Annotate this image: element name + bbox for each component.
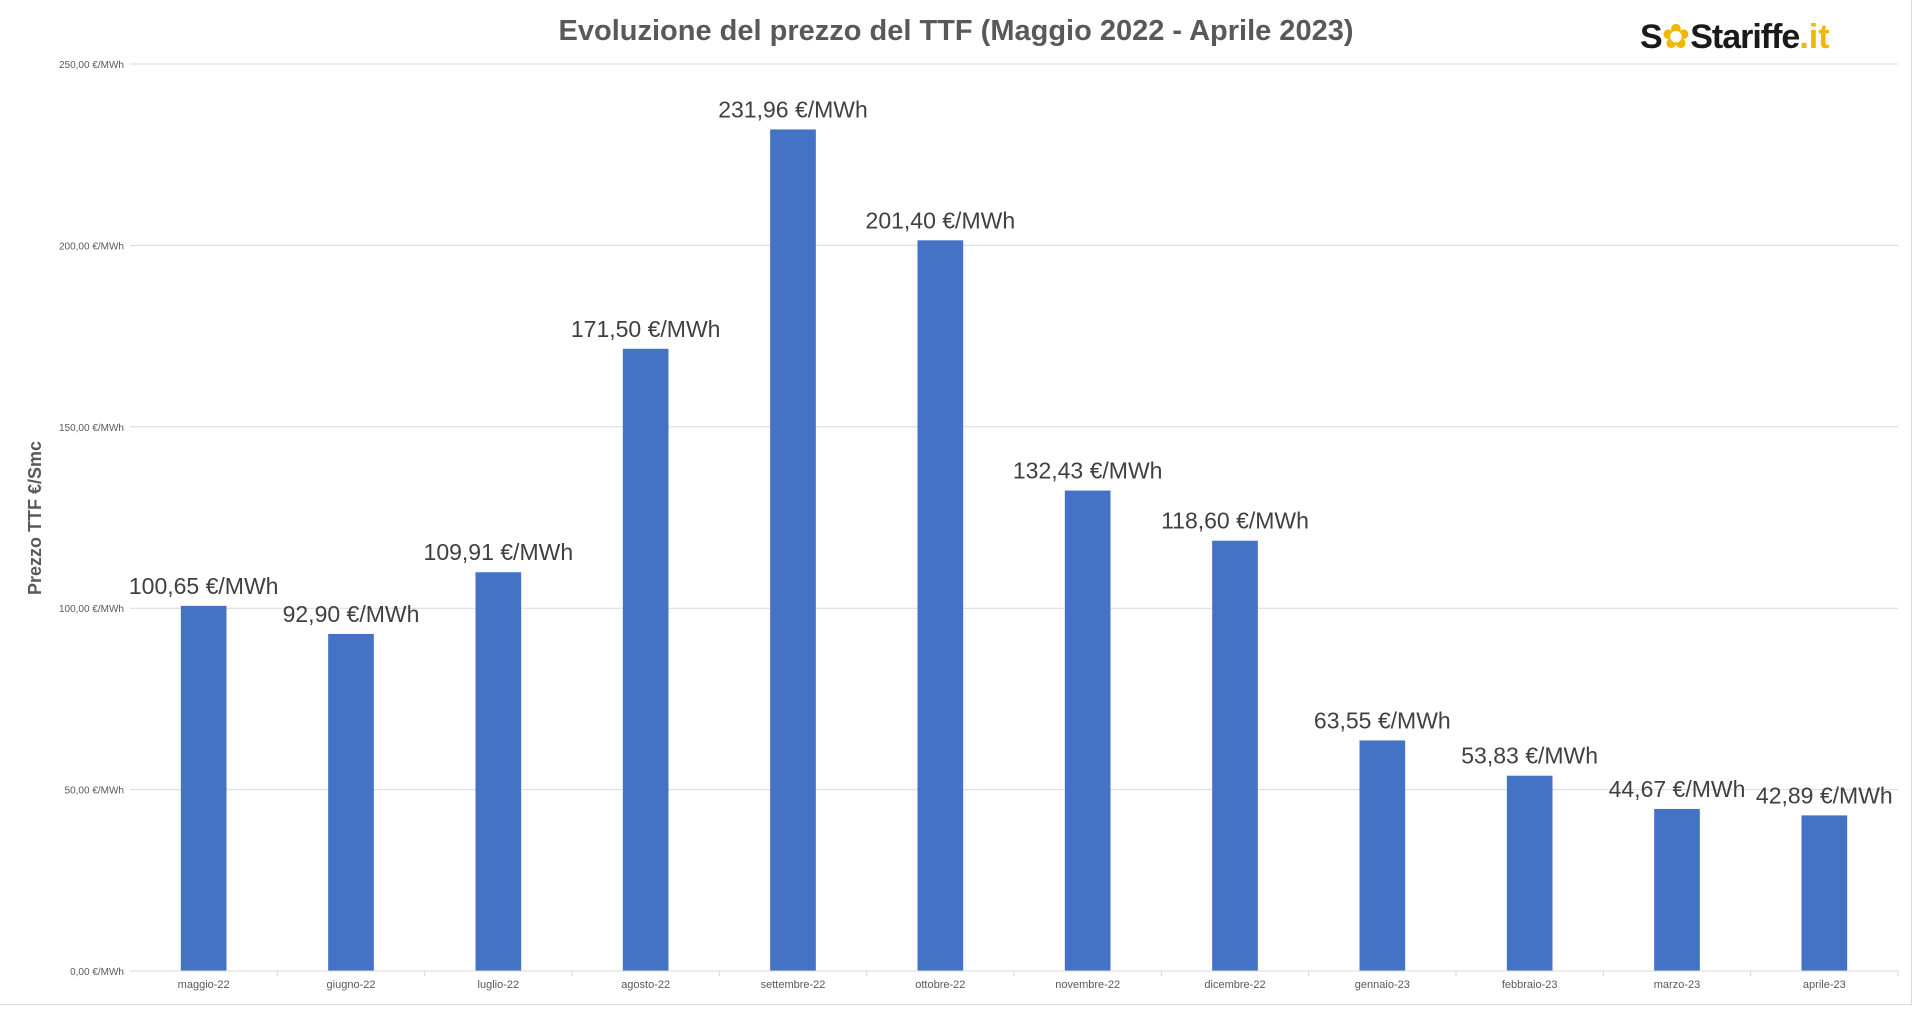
data-label: 92,90 €/MWh	[283, 601, 420, 627]
y-tick-label: 150,00 €/MWh	[59, 423, 124, 434]
bar-chart: Evoluzione del prezzo del TTF (Maggio 20…	[25, 15, 1899, 991]
data-label: 118,60 €/MWh	[1161, 508, 1309, 534]
bar-marzo-23	[1654, 808, 1700, 971]
category-label: gennaio-23	[1355, 979, 1410, 991]
chart-title: Evoluzione del prezzo del TTF (Maggio 20…	[559, 15, 1354, 47]
category-label: giugno-22	[327, 979, 376, 991]
y-tick-label: 200,00 €/MWh	[59, 241, 124, 252]
x-axis-categories: maggio-22 giugno-22 luglio-22 agosto-22 sett…	[178, 971, 1899, 991]
gridlines	[130, 63, 1898, 791]
bar-febbraio-23	[1506, 775, 1553, 971]
category-label: luglio-22	[478, 979, 520, 991]
bar-gennaio-23	[1359, 740, 1406, 971]
category-label: aprile-23	[1803, 979, 1846, 991]
data-label: 63,55 €/MWh	[1314, 707, 1451, 733]
logo-s1: S	[1640, 18, 1662, 56]
logo-s2: S	[1690, 18, 1712, 56]
category-label: dicembre-22	[1204, 979, 1265, 991]
bar-aprile-23	[1801, 815, 1848, 971]
category-label: settembre-22	[761, 979, 826, 991]
logo-tariffe: tariffe	[1712, 18, 1800, 56]
y-tick-label: 250,00 €/MWh	[59, 60, 124, 71]
bar-giugno-22	[328, 633, 374, 971]
category-label: febbraio-23	[1502, 979, 1558, 991]
data-label: 201,40 €/MWh	[866, 207, 1016, 233]
bar-ottobre-22	[917, 240, 964, 971]
bar-dicembre-22	[1212, 540, 1258, 971]
y-axis-ticks: 0,00 €/MWh 50,00 €/MWh 100,00 €/MWh 150,00 …	[59, 60, 124, 978]
bar-series	[180, 129, 1848, 972]
sostariffe-logo: S✿Stariffe.it	[1640, 18, 1830, 56]
logo-o-symbol: ✿	[1662, 18, 1691, 56]
bar-settembre-22	[770, 129, 816, 972]
data-label: 100,65 €/MWh	[129, 573, 279, 599]
data-label: 231,96 €/MWh	[718, 96, 868, 122]
data-label: 171,50 €/MWh	[571, 316, 721, 342]
data-label: 109,91 €/MWh	[424, 539, 574, 565]
category-label: maggio-22	[178, 979, 230, 991]
y-tick-label: 0,00 €/MWh	[70, 967, 124, 978]
category-label: marzo-23	[1654, 979, 1700, 991]
category-label: novembre-22	[1055, 979, 1120, 991]
y-axis-title: Prezzo TTF €/Smc	[25, 441, 45, 595]
data-label: 42,89 €/MWh	[1756, 782, 1893, 808]
data-label: 44,67 €/MWh	[1609, 776, 1746, 802]
category-label: ottobre-22	[915, 979, 965, 991]
category-label: agosto-22	[621, 979, 670, 991]
logo-dot-it: .it	[1799, 18, 1829, 56]
bar-luglio-22	[475, 572, 522, 971]
data-label: 53,83 €/MWh	[1461, 743, 1598, 769]
bar-novembre-22	[1064, 490, 1111, 971]
bar-agosto-22	[622, 348, 669, 972]
y-tick-label: 100,00 €/MWh	[59, 604, 124, 615]
data-label: 132,43 €/MWh	[1013, 458, 1163, 484]
y-tick-label: 50,00 €/MWh	[65, 786, 124, 797]
logo-text: S✿Stariffe.it	[1640, 18, 1830, 56]
chart-frame: Evoluzione del prezzo del TTF (Maggio 20…	[0, 0, 1912, 1005]
bar-maggio-22	[180, 605, 227, 971]
